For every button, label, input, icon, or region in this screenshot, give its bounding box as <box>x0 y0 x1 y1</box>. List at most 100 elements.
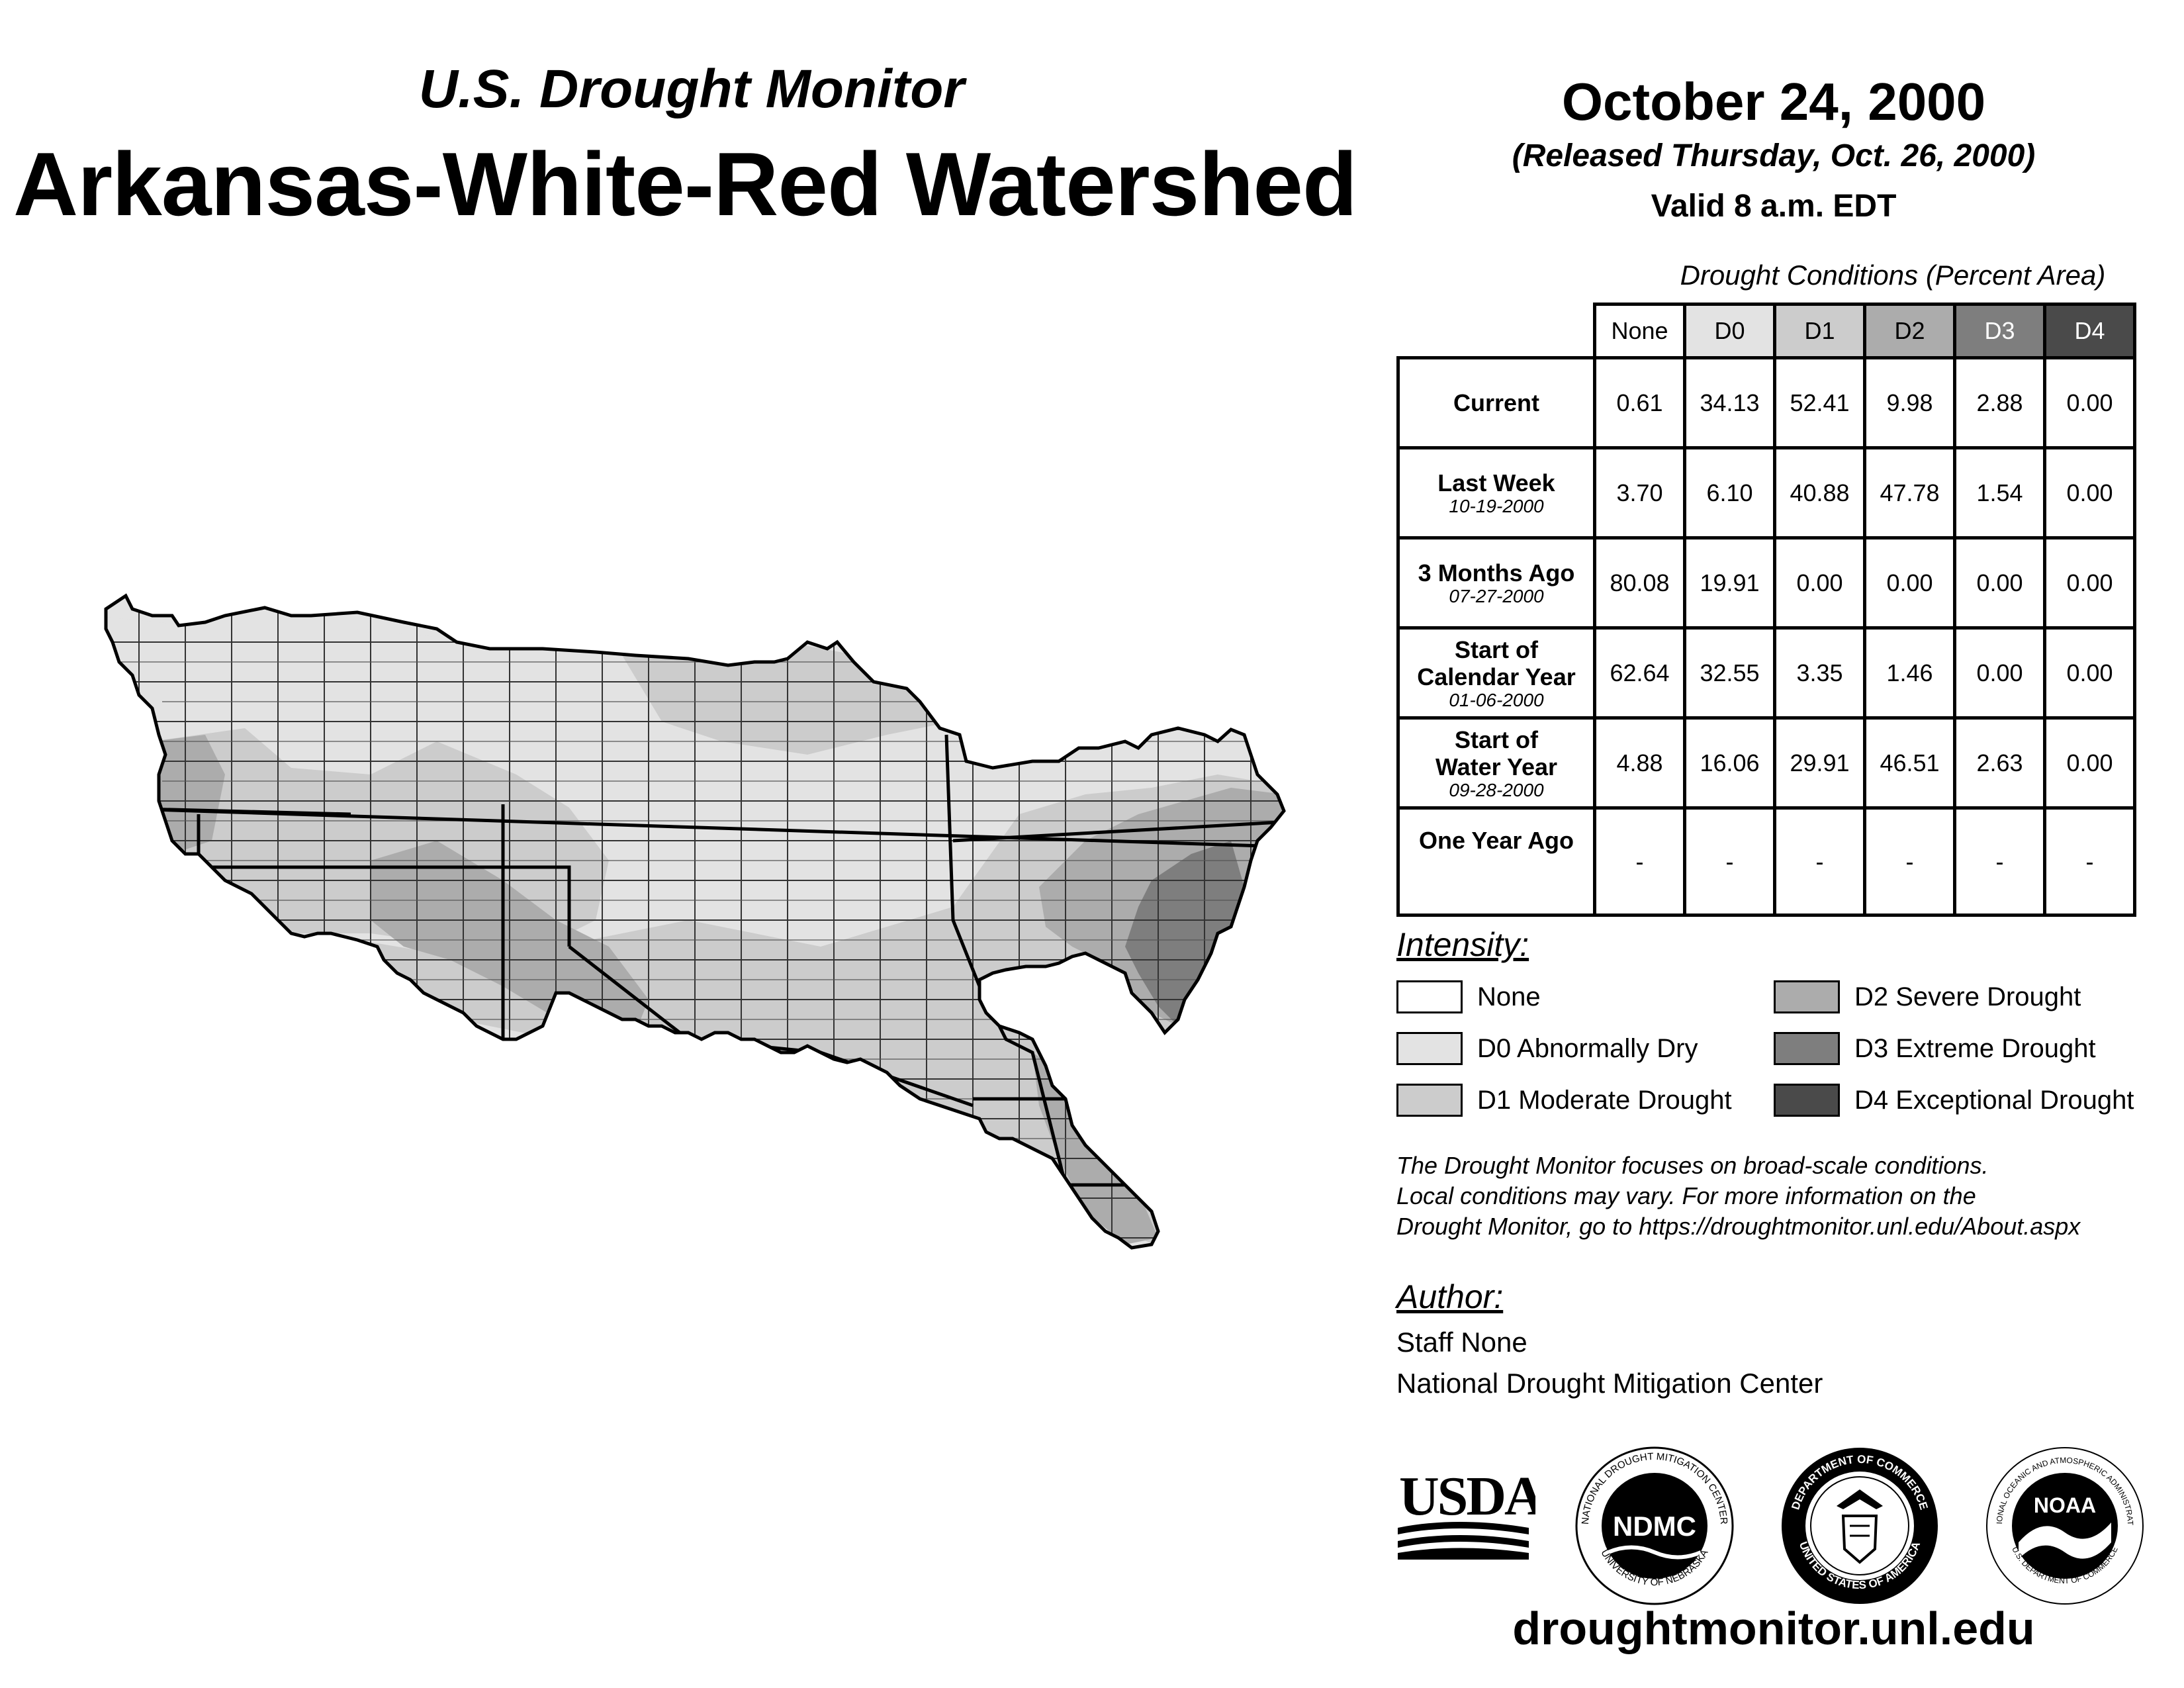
legend-swatch <box>1396 980 1463 1013</box>
table-cell: 0.00 <box>1863 536 1956 630</box>
col-d3: D3 <box>1953 303 2046 359</box>
table-row: Start of Water Year 09-28-2000 4.88 16.06 … <box>1396 716 2136 810</box>
table-cell: 47.78 <box>1863 446 1956 539</box>
map-title: Arkansas-White-Red Watershed <box>13 134 1357 234</box>
table-cell: 0.00 <box>2043 356 2136 449</box>
table-row: Last Week 10-19-2000 3.70 6.10 40.88 47.7… <box>1396 446 2136 539</box>
author-name: Staff None <box>1396 1327 1527 1358</box>
legend-item-d1: D1 Moderate Drought <box>1396 1082 1732 1119</box>
table-cell: - <box>1953 806 2046 917</box>
table-header-row: None D0 D1 D2 D3 D4 <box>1398 303 2136 359</box>
row-label-date: 07-27-2000 <box>1449 586 1544 606</box>
doc-seal-logo: DEPARTMENT OF COMMERCE UNITED STATES OF … <box>1782 1448 1938 1604</box>
table-cell: 0.00 <box>2043 626 2136 720</box>
legend-item-d3: D3 Extreme Drought <box>1774 1030 2096 1067</box>
legend-label: D1 Moderate Drought <box>1477 1085 1732 1115</box>
table-cell: 3.35 <box>1773 626 1866 720</box>
row-label-text: 3 Months Ago <box>1418 559 1575 586</box>
table-cell: 9.98 <box>1863 356 1956 449</box>
legend-swatch <box>1774 1084 1840 1117</box>
row-label-text2: Calendar Year <box>1417 663 1576 690</box>
table-cell: 16.06 <box>1683 716 1776 810</box>
legend-item-none: None <box>1396 978 1541 1015</box>
table-cell: 0.00 <box>1953 626 2046 720</box>
col-d0: D0 <box>1683 303 1776 359</box>
row-label-text: Current <box>1453 389 1539 416</box>
usda-logo: USDA <box>1398 1466 1535 1560</box>
ndmc-logo: NDMC NATIONAL DROUGHT MITIGATION CENTER … <box>1575 1446 1734 1605</box>
table-row: Current 0.61 34.13 52.41 9.98 2.88 0.00 <box>1396 356 2136 449</box>
map-supertitle: U.S. Drought Monitor <box>418 59 965 119</box>
legend-item-d2: D2 Severe Drought <box>1774 978 2081 1015</box>
row-label: Start of Water Year 09-28-2000 <box>1396 716 1596 810</box>
table-cell: 32.55 <box>1683 626 1776 720</box>
table-cell: 19.91 <box>1683 536 1776 630</box>
table-cell: 0.00 <box>2043 536 2136 630</box>
legend-title: Intensity: <box>1396 926 1529 963</box>
footer-url[interactable]: droughtmonitor.unl.edu <box>1512 1603 2035 1654</box>
table-cell: 1.46 <box>1863 626 1956 720</box>
noaa-logo: NOAA NATIONAL OCEANIC AND ATMOSPHERIC AD… <box>1982 1443 2144 1605</box>
table-cell: - <box>1773 806 1866 917</box>
table-cell: 62.64 <box>1593 626 1686 720</box>
ndmc-logo-text: NDMC <box>1613 1511 1696 1542</box>
col-d4: D4 <box>2043 303 2136 359</box>
noaa-logo-text: NOAA <box>2034 1493 2096 1517</box>
usda-logo-text: USDA <box>1399 1466 1535 1527</box>
col-none: None <box>1593 303 1686 359</box>
disclaimer-note: The Drought Monitor focuses on broad-sca… <box>1396 1150 2177 1242</box>
table-corner <box>1398 305 1595 358</box>
table-title: Drought Conditions (Percent Area) <box>1680 259 2106 291</box>
row-label: One Year Ago <box>1396 806 1596 917</box>
legend-swatch <box>1774 1032 1840 1065</box>
table-cell: 2.63 <box>1953 716 2046 810</box>
drought-conditions-table: None D0 D1 D2 D3 D4 Current 0.61 34.13 5… <box>1396 303 2136 917</box>
table-cell: 1.54 <box>1953 446 2046 539</box>
table-cell: 0.00 <box>2043 716 2136 810</box>
row-label-text: Last Week <box>1437 469 1555 496</box>
legend-item-d0: D0 Abnormally Dry <box>1396 1030 1698 1067</box>
map-date: October 24, 2000 <box>1561 72 1986 131</box>
note-line: The Drought Monitor focuses on broad-sca… <box>1396 1152 1989 1179</box>
row-label: Current <box>1396 356 1596 449</box>
watershed-map <box>104 593 1286 1250</box>
row-label-text2: Water Year <box>1435 753 1558 780</box>
legend-label: None <box>1477 982 1541 1011</box>
legend-label: D0 Abnormally Dry <box>1477 1033 1698 1063</box>
col-d1: D1 <box>1773 303 1866 359</box>
row-label: Start of Calendar Year 01-06-2000 <box>1396 626 1596 720</box>
table-cell: - <box>1683 806 1776 917</box>
valid-time: Valid 8 a.m. EDT <box>1651 189 1897 224</box>
table-row: One Year Ago - - - - - - <box>1396 806 2136 917</box>
note-line: Drought Monitor, go to https://droughtmo… <box>1396 1213 2081 1240</box>
table-cell: 4.88 <box>1593 716 1686 810</box>
table-cell: - <box>1593 806 1686 917</box>
legend-label: D3 Extreme Drought <box>1854 1033 2096 1063</box>
legend-swatch <box>1396 1084 1463 1117</box>
table-cell: 6.10 <box>1683 446 1776 539</box>
row-label: Last Week 10-19-2000 <box>1396 446 1596 539</box>
table-cell: 29.91 <box>1773 716 1866 810</box>
table-cell: 2.88 <box>1953 356 2046 449</box>
row-label-text: Start of <box>1455 635 1538 663</box>
release-date: (Released Thursday, Oct. 26, 2000) <box>1512 138 2036 173</box>
col-d2: D2 <box>1863 303 1956 359</box>
legend-swatch <box>1774 980 1840 1013</box>
table-cell: 52.41 <box>1773 356 1866 449</box>
table-row: 3 Months Ago 07-27-2000 80.08 19.91 0.00 … <box>1396 536 2136 630</box>
table-cell: 0.00 <box>1773 536 1866 630</box>
author-org: National Drought Mitigation Center <box>1396 1368 1823 1399</box>
legend-label: D2 Severe Drought <box>1854 982 2081 1011</box>
legend-item-d4: D4 Exceptional Drought <box>1774 1082 2134 1119</box>
table-cell: 0.00 <box>2043 446 2136 539</box>
row-label-text: One Year Ago <box>1418 827 1574 854</box>
row-label-text: Start of <box>1455 726 1538 753</box>
table-cell: - <box>1863 806 1956 917</box>
row-label: 3 Months Ago 07-27-2000 <box>1396 536 1596 630</box>
table-cell: - <box>2043 806 2136 917</box>
legend-label: D4 Exceptional Drought <box>1854 1085 2134 1115</box>
table-cell: 46.51 <box>1863 716 1956 810</box>
table-cell: 34.13 <box>1683 356 1776 449</box>
row-label-date: 01-06-2000 <box>1449 689 1544 710</box>
legend-swatch <box>1396 1032 1463 1065</box>
